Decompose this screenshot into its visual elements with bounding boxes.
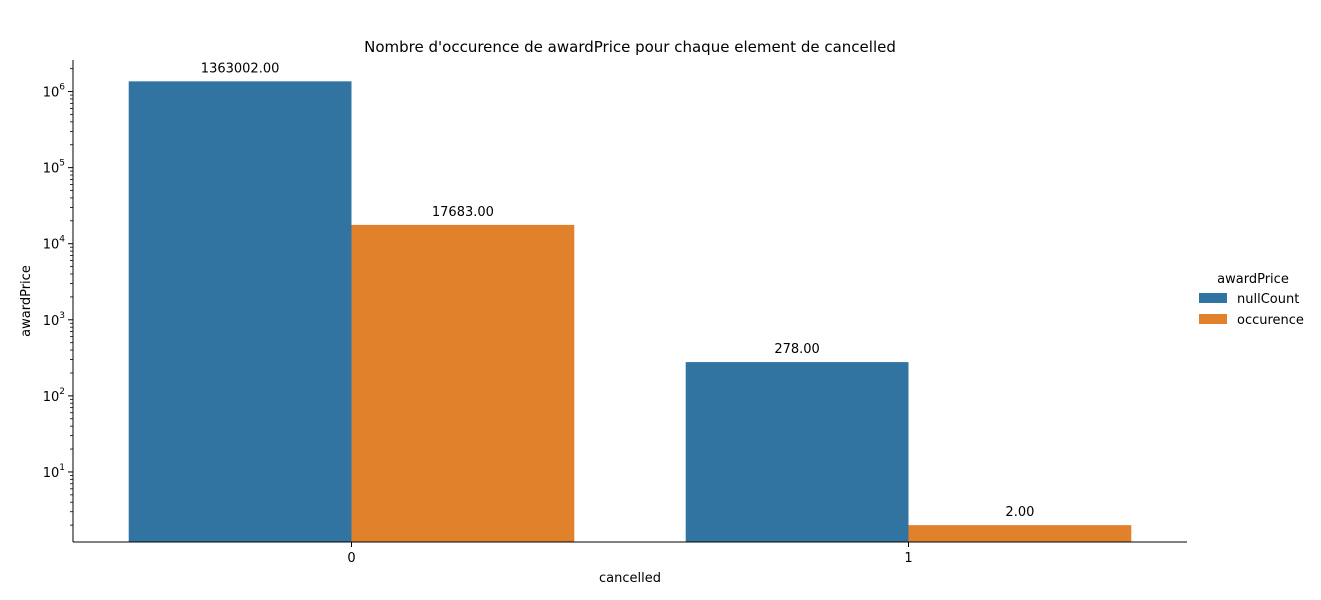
y-tick-label: 101	[43, 463, 65, 481]
y-tick-label: 103	[43, 311, 65, 329]
bar-nullCount-1	[685, 362, 909, 542]
y-tick-label: 104	[43, 235, 66, 253]
bar-value-label: 278.00	[774, 342, 820, 357]
chart-title: Nombre d'occurence de awardPrice pour ch…	[364, 38, 896, 56]
bar-value-label: 17683.00	[432, 205, 494, 220]
bars-layer	[128, 81, 1132, 543]
legend: awardPrice nullCount occurence	[1199, 272, 1304, 328]
y-tick-label: 102	[43, 387, 65, 405]
bar-labels-layer: 1363002.00 17683.00 278.00 2.00	[201, 61, 1035, 520]
x-tick-label: 0	[347, 551, 355, 566]
x-tick-label: 1	[904, 551, 912, 566]
bar-occurence-0	[351, 224, 575, 542]
legend-swatch-nullCount	[1199, 293, 1227, 303]
x-axis-label: cancelled	[599, 571, 661, 586]
bar-value-label: 2.00	[1005, 505, 1034, 520]
bar-occurence-1	[908, 525, 1132, 542]
y-tick-label: 106	[43, 83, 66, 101]
legend-title: awardPrice	[1217, 272, 1289, 287]
legend-label-nullCount: nullCount	[1237, 292, 1299, 307]
bar-value-label: 1363002.00	[201, 61, 280, 76]
y-ticks-layer: 101 102 103 104 105 106	[43, 68, 73, 526]
bar-nullCount-0	[128, 81, 352, 543]
y-tick-label: 105	[43, 159, 65, 177]
legend-label-occurence: occurence	[1237, 313, 1304, 328]
legend-swatch-occurence	[1199, 314, 1227, 324]
y-axis-label: awardPrice	[19, 265, 34, 337]
